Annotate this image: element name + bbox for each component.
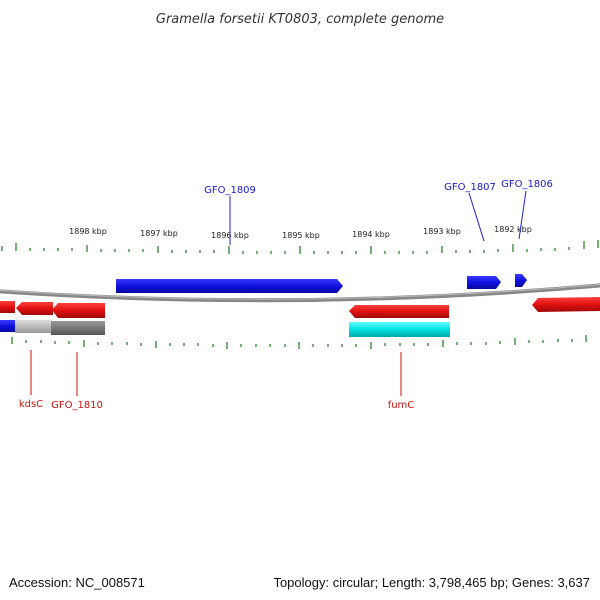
gene-label-gfo-1810[interactable]: GFO_1810 bbox=[51, 400, 103, 411]
feature-gray-segment bbox=[51, 321, 105, 335]
gene-right-edge-arrow[interactable] bbox=[532, 297, 600, 312]
feature-track bbox=[0, 320, 450, 337]
tick-label: 1893 kbp bbox=[423, 227, 461, 236]
gene-label-gfo-1809[interactable]: GFO_1809 bbox=[204, 185, 256, 196]
tick-label: 1898 kbp bbox=[69, 227, 107, 236]
reverse-genes bbox=[0, 297, 600, 318]
tick-label: 1894 kbp bbox=[352, 230, 390, 239]
gene-gfo-1806-arrow[interactable] bbox=[515, 274, 527, 287]
top-gene-labels: GFO_1809 GFO_1807 GFO_1806 bbox=[204, 179, 553, 245]
genome-backbone-highlight bbox=[0, 283, 600, 300]
accession-text: Accession: NC_008571 bbox=[9, 575, 145, 590]
gene-label-fumc[interactable]: fumC bbox=[388, 400, 415, 411]
feature-blue-segment bbox=[0, 320, 15, 332]
feature-cyan-segment bbox=[349, 322, 450, 337]
bottom-gene-labels: kdsC GFO_1810 fumC bbox=[19, 350, 414, 411]
gene-kdsc-arrow[interactable] bbox=[16, 302, 53, 315]
tick-label: 1897 kbp bbox=[140, 229, 178, 238]
tick-label: 1895 kbp bbox=[282, 231, 320, 240]
gene-gfo-1807-arrow[interactable] bbox=[467, 276, 501, 289]
gene-gfo-1810-arrow[interactable] bbox=[52, 303, 105, 318]
gene-left-edge-arrow[interactable] bbox=[0, 301, 15, 313]
genome-summary-text: Topology: circular; Length: 3,798,465 bp… bbox=[273, 575, 590, 590]
gene-label-gfo-1807[interactable]: GFO_1807 bbox=[444, 182, 496, 193]
feature-light-gray-segment bbox=[15, 320, 52, 333]
gene-label-gfo-1806[interactable]: GFO_1806 bbox=[501, 179, 553, 190]
forward-genes bbox=[116, 274, 527, 293]
gene-fumc-arrow[interactable] bbox=[349, 305, 449, 318]
coordinate-labels: 1898 kbp 1897 kbp 1896 kbp 1895 kbp 1894… bbox=[69, 225, 532, 240]
leader-line bbox=[518, 190, 527, 240]
leader-line bbox=[468, 192, 485, 242]
tick-label: 1892 kbp bbox=[494, 225, 532, 234]
lower-tick-row bbox=[11, 335, 587, 349]
map-title: Gramella forsetii KT0803, complete genom… bbox=[156, 12, 444, 27]
gene-gfo-1809-arrow[interactable] bbox=[116, 279, 343, 293]
upper-tick-row bbox=[1, 240, 599, 254]
genome-backbone bbox=[0, 283, 600, 303]
gene-label-kdsc[interactable]: kdsC bbox=[19, 399, 43, 410]
